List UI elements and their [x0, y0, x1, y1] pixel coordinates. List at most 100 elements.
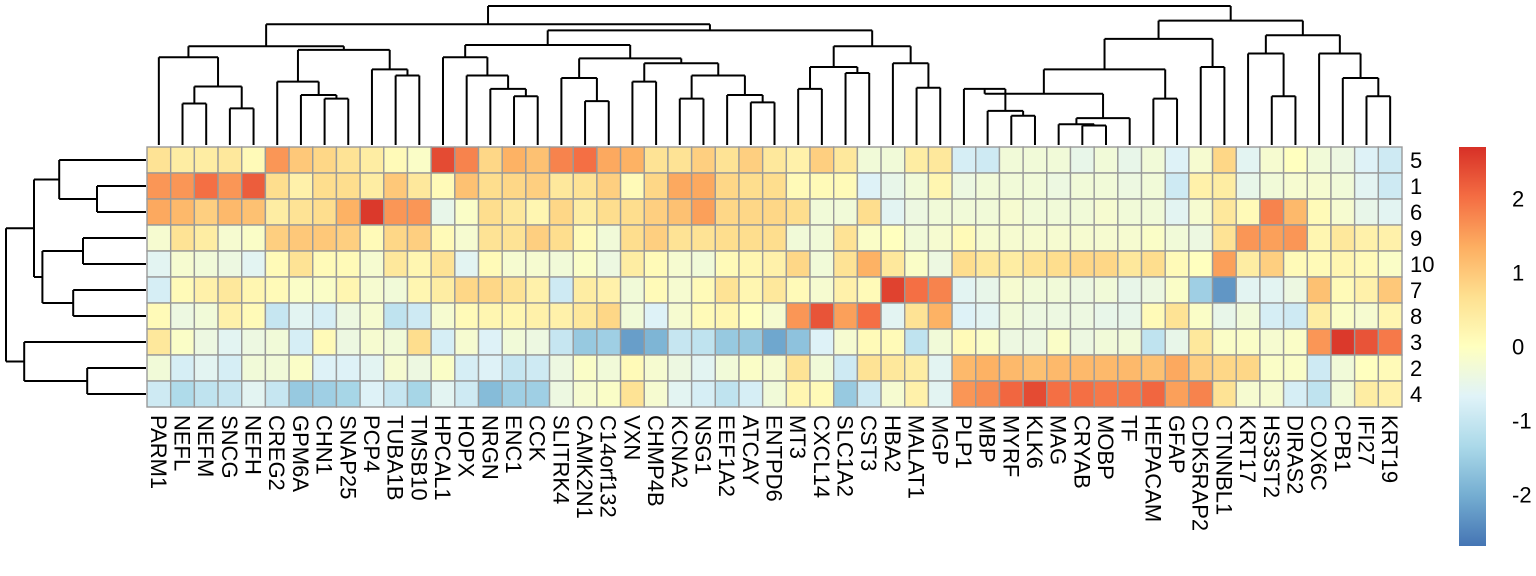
heatmap-cell: [501, 146, 527, 174]
heatmap-cell: [430, 198, 456, 226]
heatmap-cell: [1235, 328, 1261, 356]
heatmap-cell: [1377, 224, 1403, 252]
heatmap-cell: [1069, 276, 1095, 304]
heatmap-cell: [383, 224, 409, 252]
heatmap-cell: [193, 354, 219, 382]
heatmap-cell: [1282, 198, 1308, 226]
heatmap-cell: [288, 224, 314, 252]
heatmap-cell: [146, 172, 172, 200]
heatmap-cell: [785, 380, 811, 408]
heatmap-cell: [1022, 198, 1048, 226]
heatmap-cell: [169, 198, 196, 226]
heatmap-cell: [1117, 380, 1143, 408]
heatmap-cell: [596, 198, 622, 226]
heatmap-cell: [1046, 146, 1072, 174]
heatmap-cell: [1282, 354, 1308, 382]
heatmap-cell: [904, 172, 930, 200]
heatmap-cell: [241, 250, 267, 278]
heatmap-cell: [146, 328, 172, 356]
heatmap-cell: [785, 276, 811, 304]
heatmap-cell: [809, 224, 835, 252]
heatmap-cell: [525, 224, 551, 252]
heatmap-cell: [217, 224, 243, 252]
heatmap-cell: [880, 354, 906, 382]
column-label: C14orf132: [596, 415, 621, 518]
heatmap-cell: [335, 276, 361, 304]
heatmap-cell: [383, 354, 409, 382]
heatmap-cell: [667, 276, 693, 304]
heatmap-cell: [1259, 198, 1285, 226]
heatmap-cell: [288, 250, 314, 278]
heatmap-cell: [146, 354, 172, 382]
heatmap-cell: [1117, 146, 1143, 174]
heatmap-cell: [169, 224, 196, 252]
heatmap-cell: [359, 146, 385, 174]
heatmap-cell: [548, 172, 574, 200]
heatmap-cell: [1353, 146, 1380, 174]
heatmap-cell: [856, 354, 882, 382]
heatmap-cell: [1306, 250, 1332, 278]
heatmap-cell: [1093, 198, 1119, 226]
heatmap-cell: [1188, 276, 1214, 304]
heatmap-cell: [312, 250, 338, 278]
heatmap-cell: [809, 198, 835, 226]
heatmap-cell: [454, 224, 480, 252]
heatmap-cell: [146, 146, 172, 174]
heatmap-cell: [1282, 172, 1308, 200]
heatmap-cell: [1353, 250, 1380, 278]
row-label: 6: [1410, 200, 1422, 225]
heatmap-cell: [927, 328, 953, 356]
heatmap-cell: [998, 328, 1024, 356]
heatmap-cell: [501, 302, 527, 330]
heatmap-cell: [1117, 354, 1143, 382]
heatmap-cell: [169, 276, 196, 304]
heatmap-cell: [359, 276, 385, 304]
heatmap-cell: [477, 276, 503, 304]
heatmap-cell: [1377, 250, 1403, 278]
heatmap-cell: [1164, 302, 1190, 330]
heatmap-cell: [525, 302, 551, 330]
legend-tick-label: -1: [1512, 408, 1532, 433]
heatmap-cell: [1306, 354, 1332, 382]
heatmap-cell: [785, 172, 811, 200]
heatmap-cell: [454, 328, 480, 356]
legend-tick-label: 2: [1512, 187, 1524, 212]
heatmap-cell: [241, 328, 267, 356]
heatmap-cell: [856, 328, 882, 356]
heatmap-cell: [241, 224, 267, 252]
column-label: ENC1: [501, 415, 526, 474]
heatmap-cell: [1211, 172, 1237, 200]
column-label: SNCG: [217, 415, 242, 479]
color-legend-bar: [1459, 147, 1486, 546]
legend-tick-label: 0: [1512, 335, 1524, 360]
column-label: CREG2: [264, 415, 289, 491]
heatmap-cell: [241, 146, 267, 174]
heatmap-cell: [927, 224, 953, 252]
heatmap-cell: [169, 328, 196, 356]
heatmap-cell: [761, 250, 788, 278]
heatmap-cell: [1069, 146, 1095, 174]
heatmap-cell: [690, 380, 717, 408]
heatmap-cell: [951, 146, 977, 174]
heatmap-cell: [146, 380, 172, 408]
heatmap-cell: [1069, 250, 1095, 278]
heatmap-cell: [643, 354, 669, 382]
column-label: SNAP25: [335, 415, 360, 499]
heatmap-cell: [738, 250, 764, 278]
heatmap-cell: [809, 302, 835, 330]
heatmap-cell: [1330, 380, 1356, 408]
heatmap-cell: [1259, 250, 1285, 278]
heatmap-cell: [193, 302, 219, 330]
heatmap-cell: [383, 328, 409, 356]
heatmap-cell: [169, 250, 196, 278]
heatmap-cell: [738, 172, 764, 200]
heatmap-cell: [1046, 250, 1072, 278]
column-label: EEF1A2: [714, 415, 739, 497]
heatmap-cell: [998, 380, 1024, 408]
column-label: ATCAY: [738, 415, 763, 485]
heatmap-cell: [738, 328, 764, 356]
column-dendrogram: [157, 5, 1392, 145]
heatmap-cell: [809, 276, 835, 304]
column-label: KRT19: [1377, 415, 1402, 483]
heatmap-cell: [832, 328, 859, 356]
